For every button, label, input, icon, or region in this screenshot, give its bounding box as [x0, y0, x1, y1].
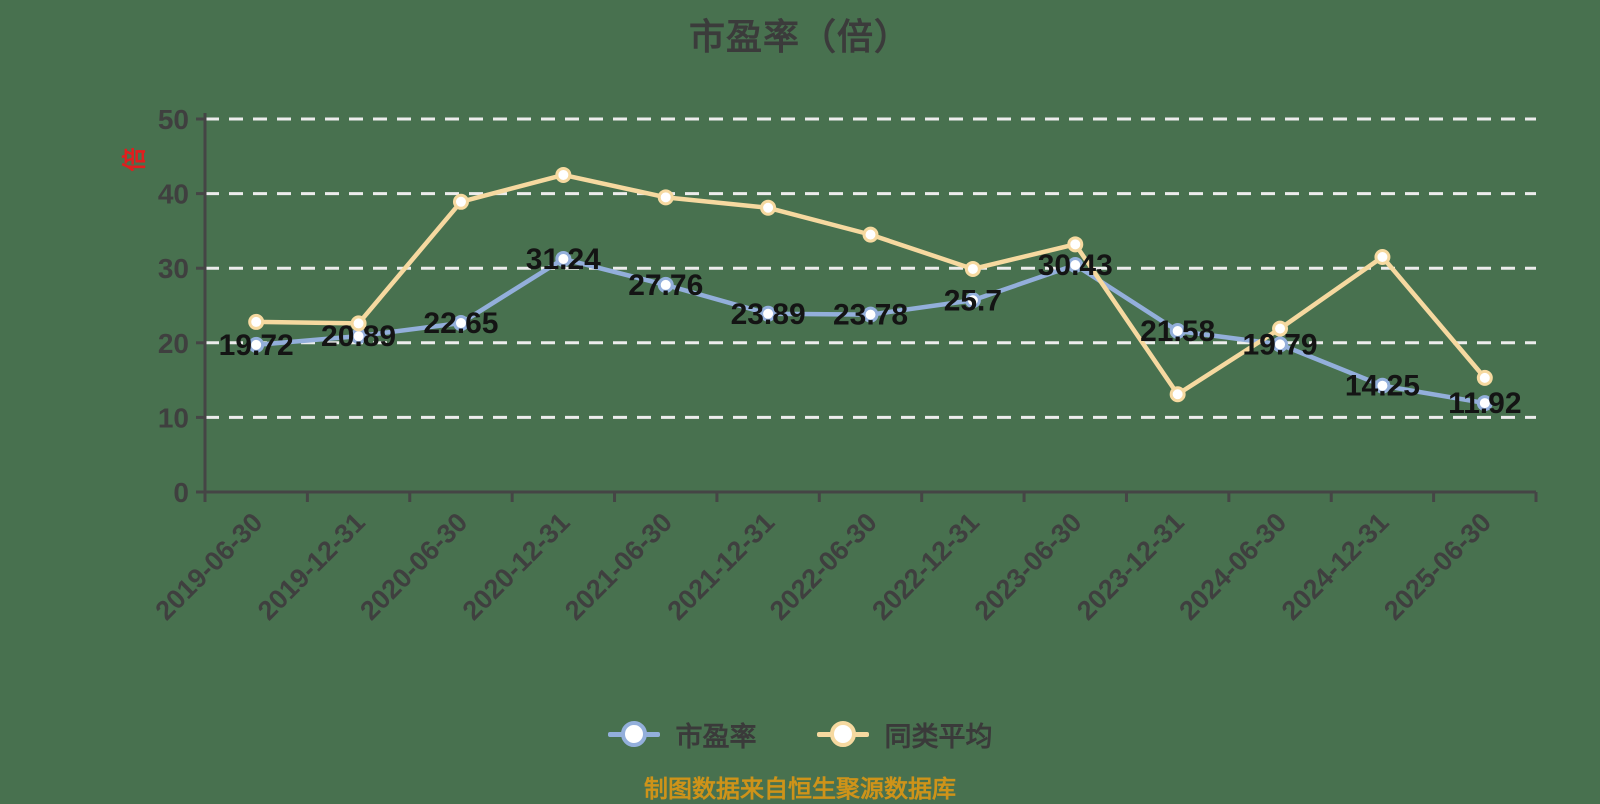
y-axis-label: 40 [158, 179, 189, 210]
x-axis-label: 2019-12-31 [252, 507, 371, 626]
data-label: 23.89 [731, 298, 806, 331]
avg-series-legend-marker-icon [816, 720, 869, 748]
x-axis-label: 2024-12-31 [1276, 507, 1395, 626]
chart-title: 市盈率（倍） [688, 16, 911, 57]
data-label: 20.89 [321, 320, 396, 353]
y-axis-label: 30 [158, 253, 189, 284]
legend-label: 市盈率 [675, 721, 757, 752]
data-label: 19.72 [219, 329, 294, 362]
data-label: 25.7 [944, 284, 1002, 317]
data-label: 31.24 [526, 243, 601, 276]
y-axis-label: 10 [158, 402, 189, 433]
x-axis-label: 2022-06-30 [764, 507, 883, 626]
legend-circle-icon [829, 721, 856, 747]
series-line-avg [253, 172, 1488, 397]
data-point-avg[interactable] [1169, 386, 1186, 403]
data-label: 22.65 [423, 307, 498, 340]
x-axis-label: 2019-06-30 [150, 507, 269, 626]
y-axis-label: 0 [173, 477, 189, 508]
data-point-pe[interactable] [964, 292, 981, 309]
data-point-pe[interactable] [1169, 323, 1186, 340]
data-point-avg[interactable] [760, 199, 777, 216]
data-source-caption: 制图数据来自恒生聚源数据库 [644, 776, 956, 803]
x-axis-label: 2023-12-31 [1071, 507, 1190, 626]
chart-legend: 市盈率 同类平均 [0, 712, 1600, 756]
data-point-pe[interactable] [1476, 395, 1493, 412]
x-axis-label: 2023-06-30 [969, 507, 1088, 626]
x-axis-label: 2021-12-31 [661, 507, 780, 626]
data-point-pe[interactable] [862, 306, 879, 323]
data-point-pe[interactable] [248, 336, 265, 353]
data-point-pe[interactable] [1374, 377, 1391, 394]
data-point-avg[interactable] [452, 193, 469, 210]
data-label: 21.58 [1140, 315, 1215, 348]
data-point-pe[interactable] [555, 250, 572, 267]
data-label: 30.43 [1038, 249, 1113, 282]
x-axis-label: 2024-06-30 [1173, 507, 1292, 626]
data-point-pe[interactable] [657, 276, 674, 293]
x-axis-label: 2025-06-30 [1378, 507, 1497, 626]
data-label: 27.76 [628, 269, 703, 302]
data-point-avg[interactable] [964, 260, 981, 277]
x-axis-label: 2020-06-30 [354, 507, 473, 626]
data-label: 23.78 [833, 299, 908, 332]
x-axis-label: 2020-12-31 [457, 507, 576, 626]
data-point-avg[interactable] [1272, 320, 1289, 337]
data-point-pe[interactable] [1272, 336, 1289, 353]
data-point-avg[interactable] [1476, 369, 1493, 386]
data-point-avg[interactable] [1067, 236, 1084, 253]
data-label: 19.79 [1242, 328, 1317, 361]
legend-item-peer-average[interactable]: 同类平均 [816, 712, 993, 756]
data-point-avg[interactable] [1374, 249, 1391, 266]
x-axis-label: 2022-12-31 [866, 507, 985, 626]
pe-series-legend-marker-icon [607, 720, 660, 748]
legend-item-pe-ratio[interactable]: 市盈率 [607, 712, 757, 756]
data-point-avg[interactable] [350, 315, 367, 332]
data-point-avg[interactable] [657, 189, 674, 206]
data-point-pe[interactable] [452, 315, 469, 332]
data-point-avg[interactable] [862, 226, 879, 243]
data-label: 11.92 [1448, 387, 1521, 420]
data-point-avg[interactable] [555, 166, 572, 183]
data-point-avg[interactable] [248, 313, 265, 330]
x-axis-label: 2021-06-30 [559, 507, 678, 626]
data-point-pe[interactable] [760, 305, 777, 322]
data-label: 14.25 [1345, 370, 1420, 403]
y-axis-label: 20 [158, 328, 189, 359]
legend-circle-icon [620, 721, 647, 747]
legend-label: 同类平均 [884, 721, 993, 752]
y-axis-label: 50 [158, 104, 189, 135]
data-point-pe[interactable] [1067, 256, 1084, 273]
